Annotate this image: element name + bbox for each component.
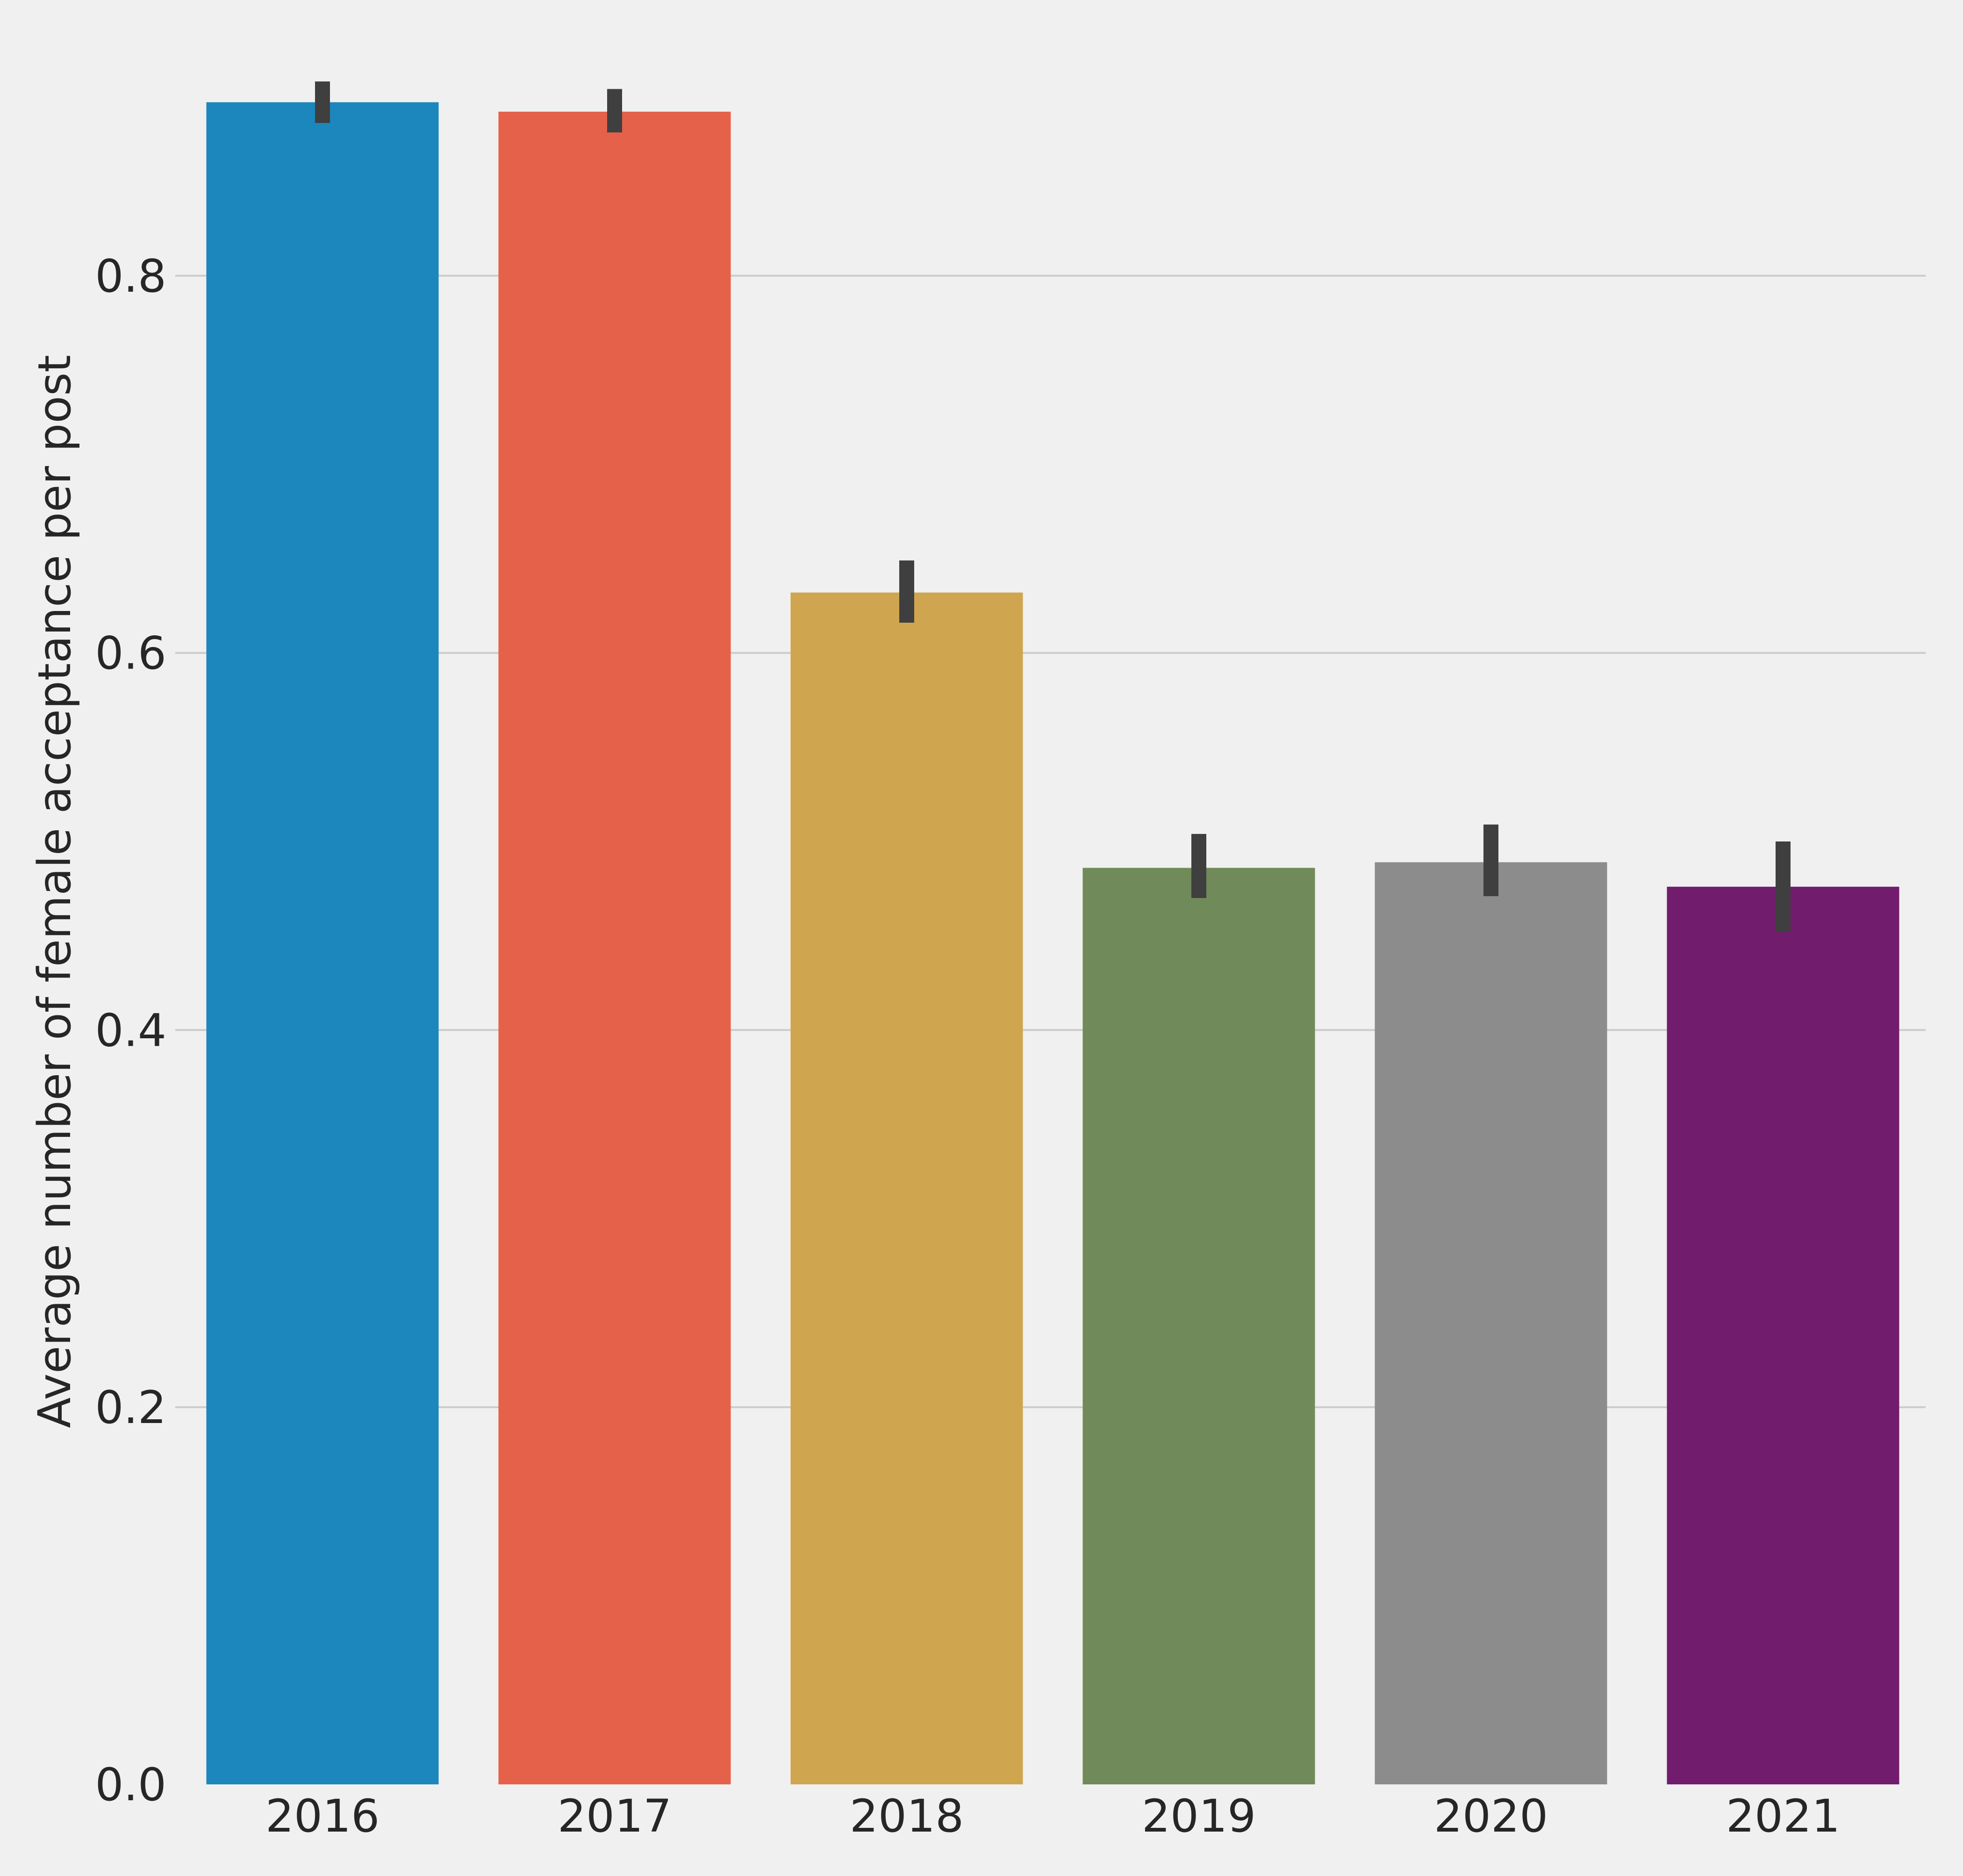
y-tick-label: 0.2 — [95, 1381, 166, 1434]
error-bars — [315, 81, 1791, 932]
x-tick-label: 2016 — [265, 1790, 380, 1842]
y-tick-label: 0.6 — [95, 627, 166, 680]
bar-2019 — [1082, 868, 1315, 1784]
bar-2021 — [1667, 886, 1899, 1784]
bar-2016 — [206, 102, 439, 1785]
bar-2018 — [790, 592, 1023, 1784]
x-tick-label: 2018 — [850, 1790, 964, 1842]
y-tick-label: 0.8 — [95, 250, 166, 302]
x-tick-label: 2020 — [1434, 1790, 1548, 1842]
x-tick-labels: 2016 2017 2018 2019 2020 2021 — [265, 1790, 1840, 1842]
y-tick-label: 0.4 — [95, 1004, 166, 1057]
x-tick-label: 2021 — [1726, 1790, 1840, 1842]
y-tick-labels: 0.0 0.2 0.4 0.6 0.8 — [95, 250, 166, 1811]
bars — [206, 102, 1899, 1785]
x-tick-label: 2017 — [558, 1790, 672, 1842]
bar-2017 — [498, 111, 731, 1784]
y-axis-label: Average number of female acceptance per … — [29, 355, 81, 1428]
x-tick-label: 2019 — [1142, 1790, 1256, 1842]
bar-2020 — [1375, 862, 1607, 1784]
y-tick-label: 0.0 — [95, 1759, 166, 1811]
gridlines — [175, 274, 1926, 1409]
